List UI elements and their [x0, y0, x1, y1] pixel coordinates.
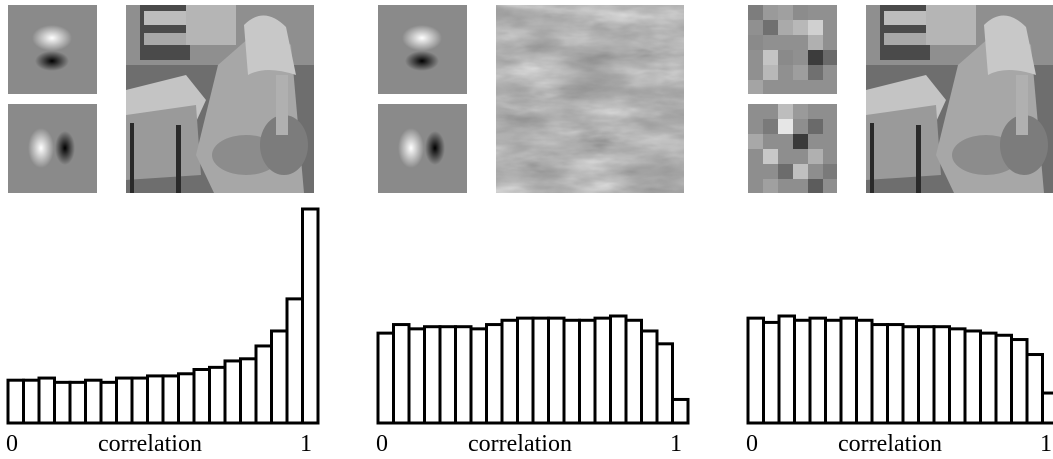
histogram-bar [239, 357, 258, 425]
noise-texture-image [496, 5, 684, 193]
histogram-bar [146, 374, 165, 425]
random-filter-2 [748, 104, 837, 193]
histogram-bar [578, 318, 597, 425]
x-tick-1: 1 [300, 431, 312, 457]
x-tick-0: 0 [376, 431, 388, 457]
histogram-bar [423, 325, 442, 425]
histogram-bar [1010, 338, 1029, 425]
histogram-bar [777, 314, 796, 425]
histogram-bar [839, 316, 858, 425]
panel-3: 0 correlation 1 [746, 0, 1053, 459]
histogram-bar [130, 376, 149, 425]
histogram-bar [808, 316, 827, 425]
histogram-bar [500, 318, 519, 425]
histogram-bar [438, 325, 457, 425]
histogram-bar [1041, 391, 1053, 425]
histogram-1 [6, 207, 320, 425]
histogram-bar [917, 325, 936, 425]
histogram-bar [99, 380, 118, 425]
histogram-bar [562, 318, 581, 425]
histogram-bar [547, 316, 566, 425]
histogram-bar [979, 331, 998, 425]
x-tick-0: 0 [6, 431, 18, 457]
histogram-bar [640, 329, 659, 425]
histogram-bar [762, 320, 781, 425]
x-axis-label: correlation [838, 431, 942, 457]
panel-1: 0 correlation 1 [6, 0, 326, 459]
histogram-bar [53, 380, 72, 425]
histogram-bar [901, 325, 920, 425]
histogram-bar [454, 325, 473, 425]
histogram-2 [376, 314, 690, 425]
histogram-bar [376, 331, 395, 425]
horizontal-edge-filter [378, 5, 467, 94]
histogram-bar [223, 359, 242, 425]
histogram-bar [948, 327, 967, 425]
histogram-bar [22, 378, 41, 425]
histogram-bar [407, 327, 426, 425]
histogram-bar [208, 365, 227, 425]
histogram-bar [793, 318, 812, 425]
histogram-bar [392, 323, 411, 425]
histogram-bar [609, 314, 628, 425]
histogram-bar [115, 376, 134, 425]
histogram-bar [485, 323, 504, 425]
woman-photo [126, 5, 314, 193]
histogram-bar [824, 318, 843, 425]
histogram-bar [932, 325, 951, 425]
histogram-bar [37, 376, 56, 425]
histogram-bar [531, 316, 550, 425]
histogram-bar [870, 323, 889, 425]
histogram-bar [68, 380, 87, 425]
histogram-bar [994, 333, 1013, 425]
x-tick-0: 0 [746, 431, 758, 457]
histogram-bar [192, 368, 211, 425]
histogram-3 [746, 314, 1053, 425]
histogram-bar [84, 378, 103, 425]
histogram-bar [855, 318, 874, 425]
horizontal-edge-filter [8, 5, 97, 94]
x-axis-label: correlation [468, 431, 572, 457]
histogram-bar [1025, 353, 1044, 425]
vertical-edge-filter [8, 104, 97, 193]
histogram-bar [886, 323, 905, 425]
x-axis-label: correlation [98, 431, 202, 457]
x-tick-1: 1 [670, 431, 682, 457]
histogram-bar [301, 207, 320, 425]
random-filter-1 [748, 5, 837, 94]
histogram-bar [6, 378, 25, 425]
histogram-bar [161, 374, 180, 425]
histogram-bar [593, 316, 612, 425]
vertical-edge-filter [378, 104, 467, 193]
histogram-bar [270, 329, 289, 425]
histogram-bar [624, 318, 643, 425]
histogram-bar [963, 329, 982, 425]
histogram-bar [671, 397, 690, 425]
woman-photo [866, 5, 1053, 193]
histogram-bar [177, 372, 196, 425]
histogram-bar [469, 327, 488, 425]
x-tick-1: 1 [1040, 431, 1052, 457]
histogram-bar [254, 344, 273, 425]
histogram-bar [285, 297, 304, 425]
panel-2: 0 correlation 1 [376, 0, 696, 459]
histogram-bar [516, 316, 535, 425]
histogram-bar [655, 342, 674, 425]
histogram-bar [746, 316, 765, 425]
